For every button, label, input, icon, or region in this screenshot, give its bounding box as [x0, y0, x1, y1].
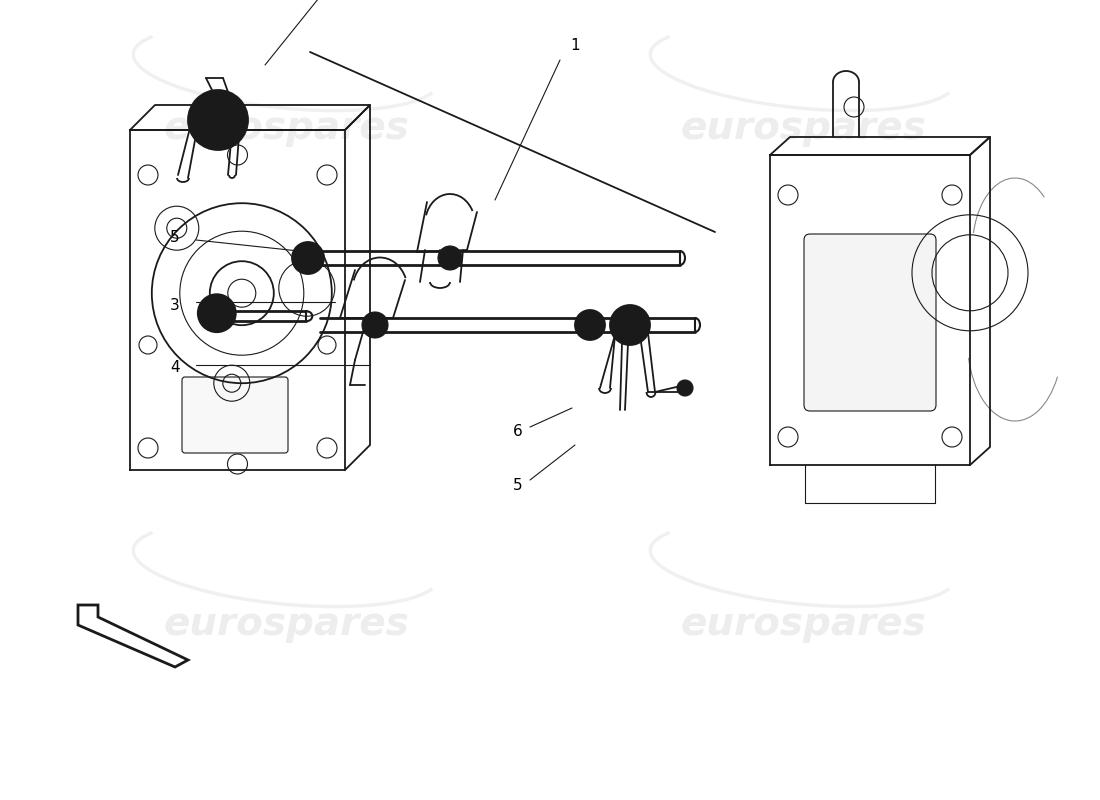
Text: 6: 6	[513, 425, 522, 439]
Circle shape	[188, 90, 248, 150]
Circle shape	[438, 246, 462, 270]
Text: 5: 5	[170, 230, 179, 246]
Circle shape	[292, 242, 324, 274]
Text: 3: 3	[170, 298, 180, 313]
Circle shape	[676, 380, 693, 396]
FancyBboxPatch shape	[182, 377, 288, 453]
Circle shape	[610, 305, 650, 345]
Circle shape	[575, 310, 605, 340]
FancyBboxPatch shape	[804, 234, 936, 411]
Text: 5: 5	[514, 478, 522, 493]
Text: 4: 4	[170, 361, 179, 375]
Text: 1: 1	[570, 38, 580, 53]
Text: eurospares: eurospares	[163, 109, 409, 147]
Circle shape	[362, 312, 388, 338]
Text: eurospares: eurospares	[680, 109, 926, 147]
Text: eurospares: eurospares	[163, 605, 409, 643]
Polygon shape	[78, 605, 188, 667]
Text: eurospares: eurospares	[680, 605, 926, 643]
Circle shape	[198, 294, 235, 332]
